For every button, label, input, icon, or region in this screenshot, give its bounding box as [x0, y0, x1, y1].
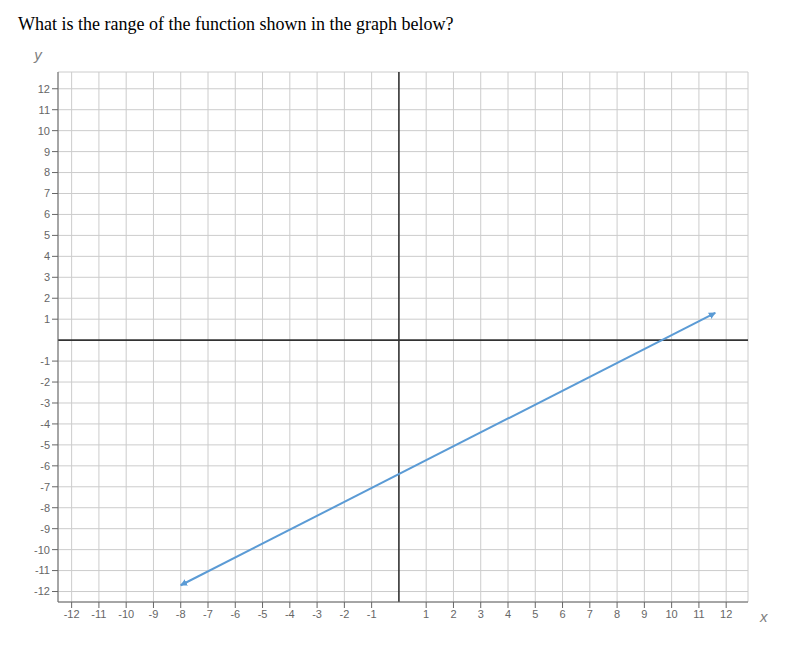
svg-text:4: 4: [44, 250, 50, 262]
svg-text:-11: -11: [91, 608, 106, 620]
svg-text:-1: -1: [367, 608, 377, 620]
svg-text:-12: -12: [34, 585, 50, 597]
svg-text:-6: -6: [40, 460, 50, 472]
svg-text:9: 9: [641, 608, 647, 620]
svg-text:6: 6: [44, 208, 50, 220]
svg-text:1: 1: [44, 313, 50, 325]
svg-text:6: 6: [559, 608, 565, 620]
svg-text:12: 12: [38, 83, 50, 95]
svg-text:-9: -9: [149, 608, 159, 620]
svg-text:-5: -5: [258, 608, 268, 620]
svg-text:-3: -3: [40, 397, 50, 409]
svg-text:2: 2: [450, 608, 456, 620]
svg-text:-10: -10: [118, 608, 134, 620]
svg-text:8: 8: [44, 166, 50, 178]
svg-text:5: 5: [532, 608, 538, 620]
svg-text:-3: -3: [312, 608, 322, 620]
svg-text:-5: -5: [40, 439, 50, 451]
svg-text:2: 2: [44, 292, 50, 304]
svg-text:-2: -2: [339, 608, 349, 620]
svg-text:-9: -9: [40, 523, 50, 535]
svg-text:3: 3: [44, 271, 50, 283]
svg-text:7: 7: [44, 187, 50, 199]
svg-text:11: 11: [39, 104, 50, 116]
svg-text:-10: -10: [34, 544, 50, 556]
svg-text:3: 3: [478, 608, 484, 620]
svg-text:1: 1: [423, 608, 429, 620]
svg-text:-8: -8: [40, 502, 50, 514]
svg-text:7: 7: [587, 608, 593, 620]
svg-text:5: 5: [44, 229, 50, 241]
svg-text:-7: -7: [40, 481, 50, 493]
svg-text:12: 12: [720, 608, 732, 620]
svg-text:-1: -1: [40, 355, 50, 367]
svg-text:-7: -7: [203, 608, 213, 620]
svg-text:4: 4: [505, 608, 511, 620]
svg-text:x: x: [759, 608, 768, 625]
svg-text:-11: -11: [35, 564, 50, 576]
svg-text:-2: -2: [40, 376, 50, 388]
svg-text:-6: -6: [230, 608, 240, 620]
svg-text:8: 8: [614, 608, 620, 620]
svg-text:-4: -4: [285, 608, 295, 620]
svg-text:-4: -4: [40, 418, 50, 430]
svg-text:-8: -8: [176, 608, 186, 620]
svg-text:-12: -12: [64, 608, 80, 620]
svg-text:10: 10: [666, 608, 678, 620]
svg-text:10: 10: [38, 125, 50, 137]
svg-text:y: y: [33, 46, 43, 63]
svg-text:11: 11: [693, 608, 704, 620]
svg-text:9: 9: [44, 146, 50, 158]
html-text:What is the range of the funct: What is the range of the function shown …: [18, 14, 454, 34]
